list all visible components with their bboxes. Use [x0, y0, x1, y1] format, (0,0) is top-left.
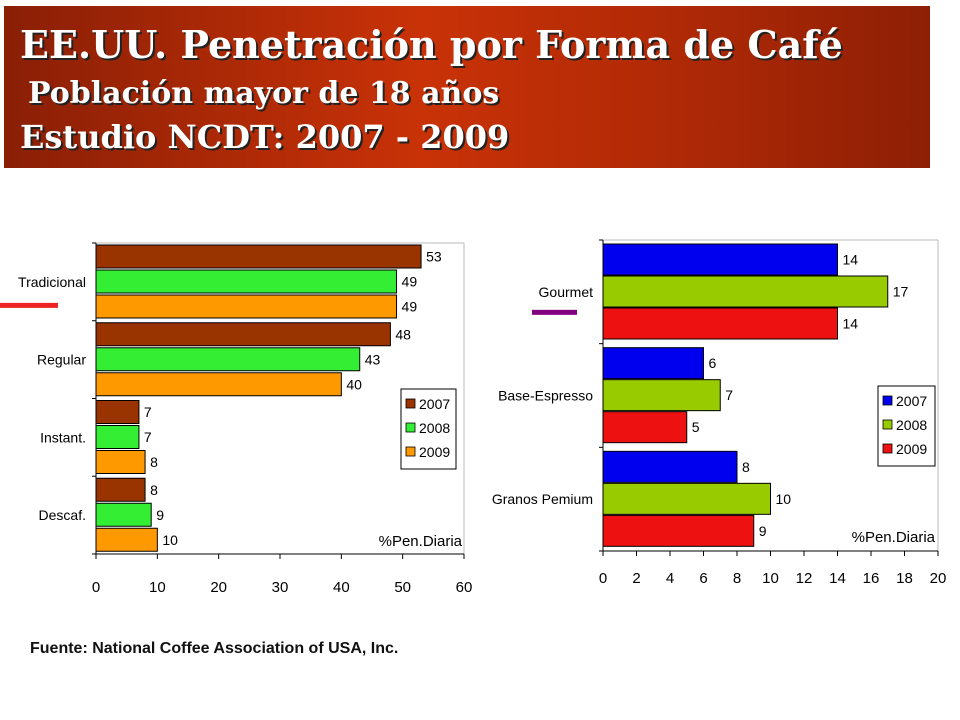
chart1-data-label: 49	[402, 299, 418, 315]
chart1-legend-swatch	[405, 446, 416, 457]
chart2-x-tick-label: 20	[930, 570, 947, 587]
chart2-x-tick-label: 10	[762, 570, 779, 587]
chart1-data-label: 7	[144, 404, 152, 420]
chart2-x-tick-label: 18	[896, 570, 913, 587]
chart2-bar-gourmet-2009	[602, 307, 838, 340]
source-note: Fuente: National Coffee Association of U…	[30, 640, 399, 657]
chart2-legend-swatch	[882, 395, 893, 406]
chart1-x-tick-label: 30	[272, 579, 289, 596]
chart1-bar-tradicional-2008	[95, 269, 398, 294]
chart2-category-label: Base-Espresso	[498, 388, 593, 404]
chart2-legend-label: 2008	[896, 417, 927, 433]
chart1-data-label: 43	[365, 351, 381, 367]
chart1-x-tick-label: 0	[92, 579, 100, 596]
chart1-bar-descaf--2008	[95, 502, 152, 527]
chart1-bar-instant--2009	[95, 450, 146, 474]
chart1-legend-label: 2009	[419, 444, 450, 460]
chart1-x-tick-label: 60	[456, 579, 473, 596]
chart2-data-label: 17	[893, 284, 909, 300]
chart1-data-label: 8	[150, 482, 158, 498]
chart2-data-label: 5	[692, 419, 700, 435]
chart1-data-label: 48	[395, 326, 411, 342]
chart1-bar-regular-2008	[95, 347, 361, 372]
chart1-bar-tradicional-2009	[95, 294, 398, 319]
chart2-bar-granos-pemium-2007	[602, 450, 738, 483]
chart1-bar-instant--2008	[95, 425, 140, 449]
chart2-data-label: 14	[843, 252, 859, 268]
chart1-data-label: 9	[156, 507, 164, 523]
chart2-bar-base-espresso-2009	[602, 411, 688, 444]
chart1-x-tick-label: 50	[394, 579, 411, 596]
chart1-data-label: 10	[162, 532, 178, 548]
chart2-bar-gourmet-2008	[602, 275, 889, 308]
chart1-data-label: 7	[144, 429, 152, 445]
chart2-x-tick-label: 2	[632, 570, 640, 587]
chart1-legend-swatch	[405, 422, 416, 433]
chart2-x-tick-label: 8	[733, 570, 741, 587]
chart1-highlight-marker	[0, 302, 58, 308]
chart2-category-label: Granos Pemium	[492, 491, 593, 507]
page-title: EE.UU. Penetración por Forma de Café	[20, 22, 843, 67]
chart1-legend-label: 2008	[419, 420, 450, 436]
chart1-data-label: 8	[150, 454, 158, 470]
chart1-x-tick-label: 10	[149, 579, 166, 596]
chart2-legend-label: 2007	[896, 393, 927, 409]
chart1-category-label: Tradicional	[18, 274, 86, 290]
chart1-data-label: 49	[402, 274, 418, 290]
chart2-legend-label: 2009	[896, 441, 927, 457]
chart2-bar-granos-pemium-2009	[602, 514, 755, 547]
chart1-x-tick-label: 20	[210, 579, 227, 596]
chart1-category-label: Regular	[37, 352, 86, 368]
chart2-bar-granos-pemium-2008	[602, 482, 771, 515]
chart2-data-label: 14	[843, 316, 859, 332]
chart2-legend-swatch	[882, 443, 893, 454]
chart2-x-axis-label: %Pen.Diaria	[852, 529, 936, 546]
chart2-data-label: 7	[725, 387, 733, 403]
chart2-legend-swatch	[882, 419, 893, 430]
chart1-category-label: Descaf.	[39, 507, 86, 523]
chart2-x-tick-label: 12	[796, 570, 813, 587]
chart2-bar-base-espresso-2007	[602, 347, 704, 380]
chart1-category-label: Instant.	[40, 429, 86, 445]
study-label: Estudio NCDT: 2007 - 2009	[20, 118, 510, 156]
chart2-category-label: Gourmet	[539, 284, 594, 300]
chart1-data-label: 53	[426, 249, 442, 265]
chart2-x-tick-label: 4	[666, 570, 674, 587]
chart1-legend-swatch	[405, 398, 416, 409]
chart1-bar-tradicional-2007	[95, 244, 422, 269]
chart2-x-tick-label: 0	[599, 570, 607, 587]
title-banner: EE.UU. Penetración por Forma de Café Pob…	[4, 6, 930, 168]
chart1-x-axis-label: %Pen.Diaria	[379, 533, 463, 550]
chart1-bar-regular-2009	[95, 372, 342, 397]
chart1-bar-regular-2007	[95, 322, 391, 347]
chart1-bar-descaf--2007	[95, 477, 146, 502]
chart2-bar-base-espresso-2008	[602, 379, 721, 412]
page-subtitle: Población mayor de 18 años	[28, 76, 500, 111]
chart1-legend-label: 2007	[419, 396, 450, 412]
chart1-bar-descaf--2009	[95, 527, 158, 552]
chart2-x-tick-label: 14	[829, 570, 846, 587]
chart2-x-tick-label: 6	[699, 570, 707, 587]
chart1-x-tick-label: 40	[333, 579, 350, 596]
chart2-data-label: 6	[709, 355, 717, 371]
chart1-data-label: 40	[346, 376, 362, 392]
chart1-bar-instant--2007	[95, 400, 140, 424]
chart2-data-label: 8	[742, 459, 750, 475]
chart2-data-label: 9	[759, 523, 767, 539]
chart2-data-label: 10	[776, 491, 792, 507]
chart2-bar-gourmet-2007	[602, 243, 838, 276]
chart2-x-tick-label: 16	[863, 570, 880, 587]
chart2-highlight-marker	[532, 309, 577, 315]
